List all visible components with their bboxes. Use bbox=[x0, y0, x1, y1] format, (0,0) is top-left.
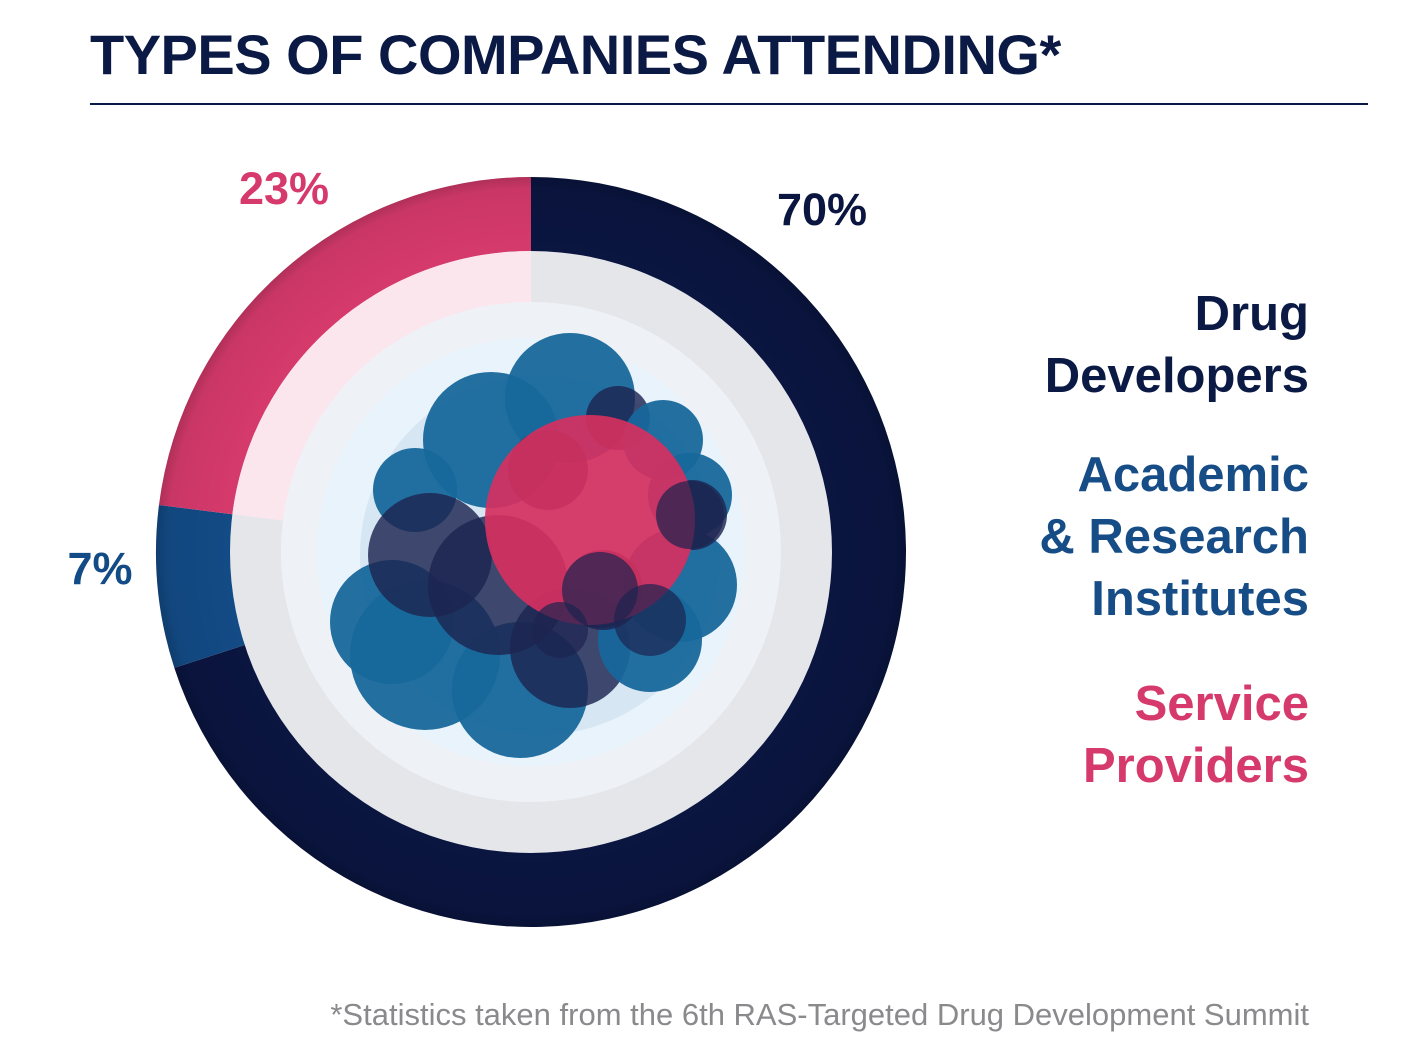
legend-service-providers: Service Providers bbox=[1083, 673, 1309, 797]
bubble bbox=[656, 481, 724, 549]
title-divider bbox=[90, 103, 1368, 105]
legend-academic-line-3: Institutes bbox=[1091, 572, 1309, 626]
label-service-providers: 23% bbox=[239, 163, 329, 214]
legend-academic: Academic & Research Institutes bbox=[1039, 444, 1309, 630]
bubble-cluster bbox=[330, 333, 737, 758]
legend-drug-line-2: Developers bbox=[1044, 349, 1309, 403]
legend-drug-developers: Drug Developers bbox=[1045, 283, 1309, 407]
legend-academic-line-2: & Research bbox=[1039, 510, 1309, 564]
legend-service-line-2: Providers bbox=[1082, 739, 1309, 793]
legend-service-line-1: Service bbox=[1134, 677, 1309, 731]
bubble-pink bbox=[485, 415, 695, 625]
bubble bbox=[532, 602, 588, 658]
footnote: *Statistics taken from the 6th RAS-Targe… bbox=[330, 997, 1309, 1032]
legend-academic-line-1: Academic bbox=[1077, 448, 1309, 502]
page-title: TYPES OF COMPANIES ATTENDING* bbox=[90, 23, 1061, 86]
legend-drug-line-1: Drug bbox=[1194, 287, 1309, 341]
value-labels: 70% 7% 23% bbox=[67, 163, 867, 594]
label-academic: 7% bbox=[67, 543, 132, 594]
bubble bbox=[614, 584, 686, 656]
label-drug-developers: 70% bbox=[777, 184, 867, 235]
